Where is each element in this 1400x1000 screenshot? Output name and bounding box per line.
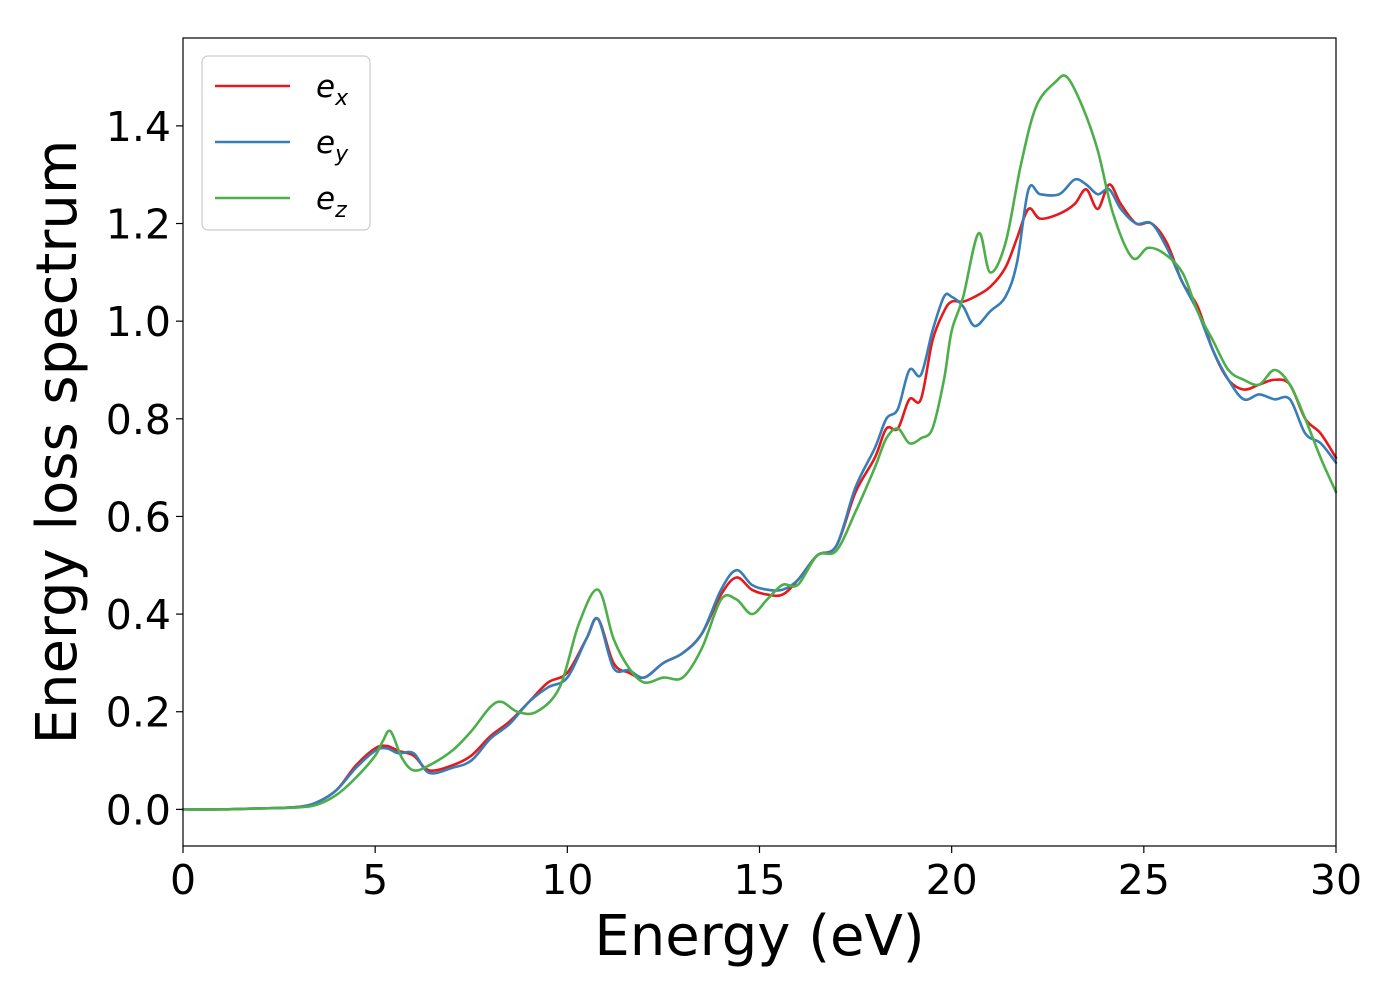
x-tick-label: 30 xyxy=(1310,856,1362,904)
y-tick-label: 0.6 xyxy=(106,493,171,541)
y-tick-label: 0.2 xyxy=(106,689,171,737)
y-axis-title: Energy loss spectrum xyxy=(25,140,90,745)
series-line-z xyxy=(181,74,1338,811)
x-tick-label: 20 xyxy=(926,856,978,904)
x-tick-label: 0 xyxy=(170,856,196,904)
y-tick-label: 0.4 xyxy=(106,591,171,639)
x-axis: 0 5 10 15 20 25 30 xyxy=(170,846,1362,904)
x-tick-label: 10 xyxy=(541,856,593,904)
y-tick-label: 1.0 xyxy=(106,298,171,346)
series-lines xyxy=(181,74,1338,811)
legend-subscript: y xyxy=(334,142,349,167)
series-line-x xyxy=(181,183,1338,811)
legend-subscript: z xyxy=(334,198,347,223)
x-tick-label: 5 xyxy=(362,856,388,904)
x-tick-label: 15 xyxy=(733,856,785,904)
x-axis-title: Energy (eV) xyxy=(594,904,924,969)
legend-subscript: x xyxy=(334,86,349,111)
y-tick-label: 0.8 xyxy=(106,396,171,444)
y-tick-label: 0.0 xyxy=(106,786,171,834)
y-axis: 0.0 0.2 0.4 0.6 0.8 1.0 1.2 1.4 xyxy=(106,103,183,834)
x-tick-label: 25 xyxy=(1118,856,1170,904)
series-line-y xyxy=(181,177,1338,811)
y-tick-label: 1.2 xyxy=(106,201,171,249)
y-tick-label: 1.4 xyxy=(106,103,171,151)
